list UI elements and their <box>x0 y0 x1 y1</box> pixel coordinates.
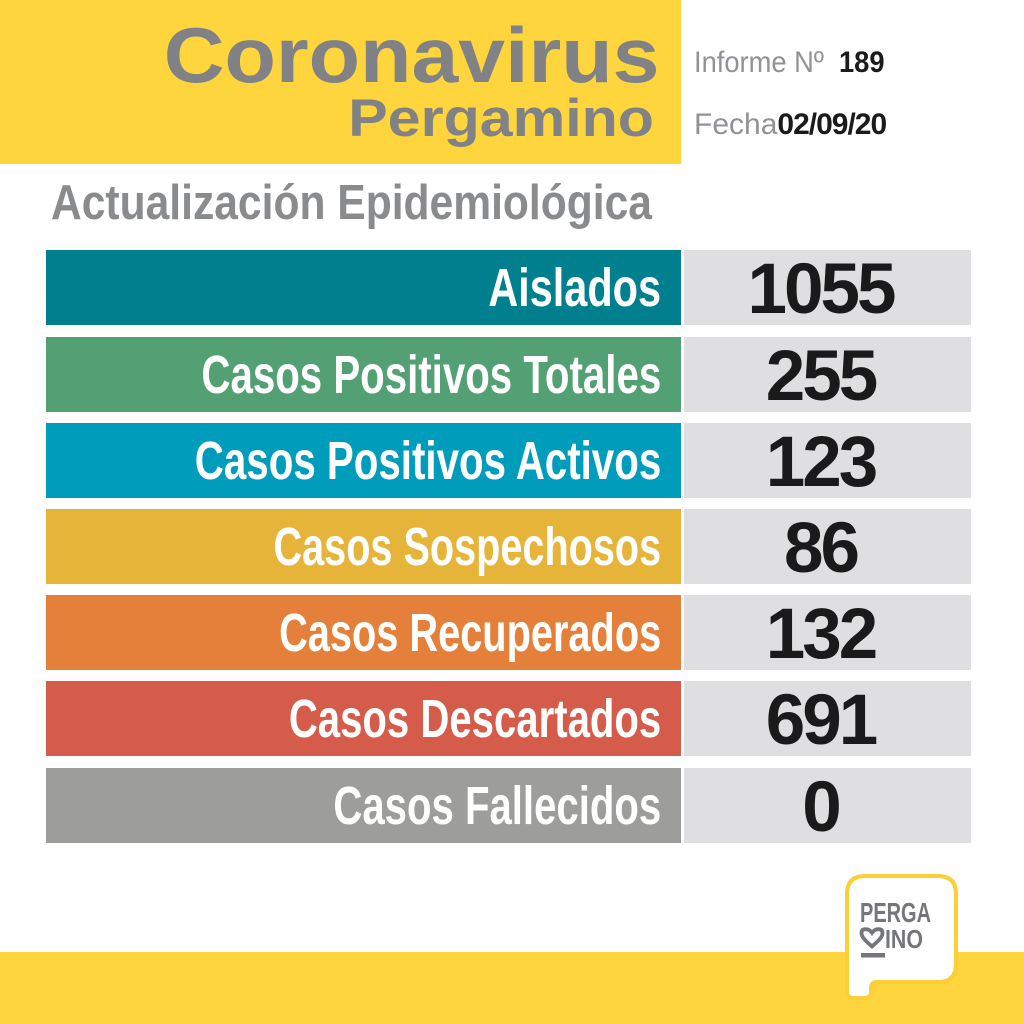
svg-text:INO: INO <box>885 924 923 954</box>
svg-text:PERGA: PERGA <box>860 897 931 928</box>
